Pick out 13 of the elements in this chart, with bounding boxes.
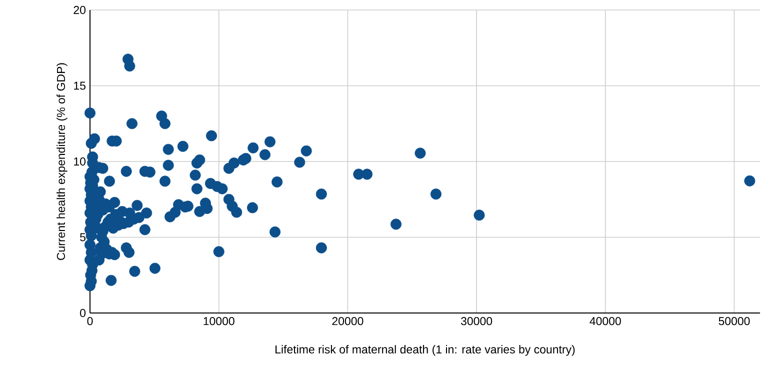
y-tick-label: 20: [74, 6, 86, 14]
x-tick-label: 10000: [204, 317, 234, 326]
y-tick-label: 0: [80, 308, 86, 318]
y-axis-title: Current health expenditure (% of GDP): [56, 63, 68, 260]
x-tick-label: 30000: [460, 317, 492, 326]
x-tick-label: 40000: [590, 317, 621, 326]
x-tick-label: 20000: [332, 317, 364, 326]
y-tick-label: 15: [74, 82, 86, 90]
y-tick-label: 10: [74, 157, 86, 166]
x-tick-label: 0: [87, 317, 93, 326]
x-tick-label: 50000: [718, 317, 750, 326]
x-axis-title: Lifetime risk of maternal death (1 in: rate varies by country): [276, 345, 575, 356]
y-tick-label: 5: [80, 233, 86, 242]
